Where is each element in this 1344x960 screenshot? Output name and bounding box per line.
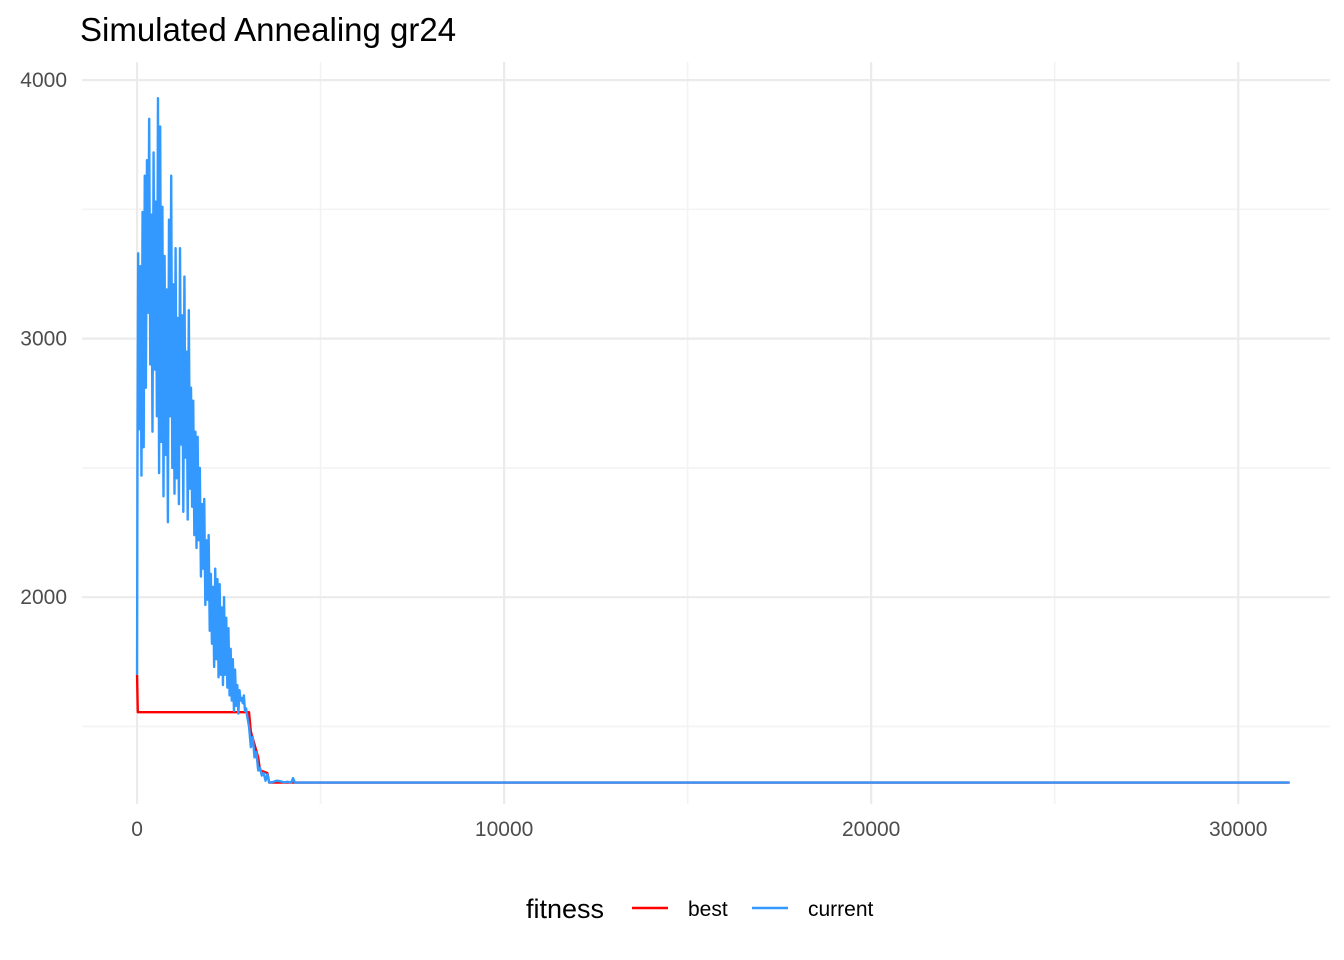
legend-title: fitness [526,894,604,924]
chart-title: Simulated Annealing gr24 [80,11,456,48]
grid [82,62,1330,804]
series-line-current [135,96,1290,784]
x-tick-label: 10000 [475,818,533,841]
legend-label-best: best [688,898,728,921]
series-line-best [135,674,1290,784]
legend: fitness best current [526,894,874,924]
y-tick-label: 4000 [20,69,67,92]
legend-label-current: current [808,898,874,921]
x-tick-label: 30000 [1209,818,1267,841]
y-tick-label: 3000 [20,328,67,351]
x-tick-label: 20000 [842,818,900,841]
x-tick-label: 0 [131,818,143,841]
axes: 0 10000 20000 30000 2000 3000 4000 [20,69,1267,841]
plot-area [135,96,1290,784]
y-tick-label: 2000 [20,586,67,609]
